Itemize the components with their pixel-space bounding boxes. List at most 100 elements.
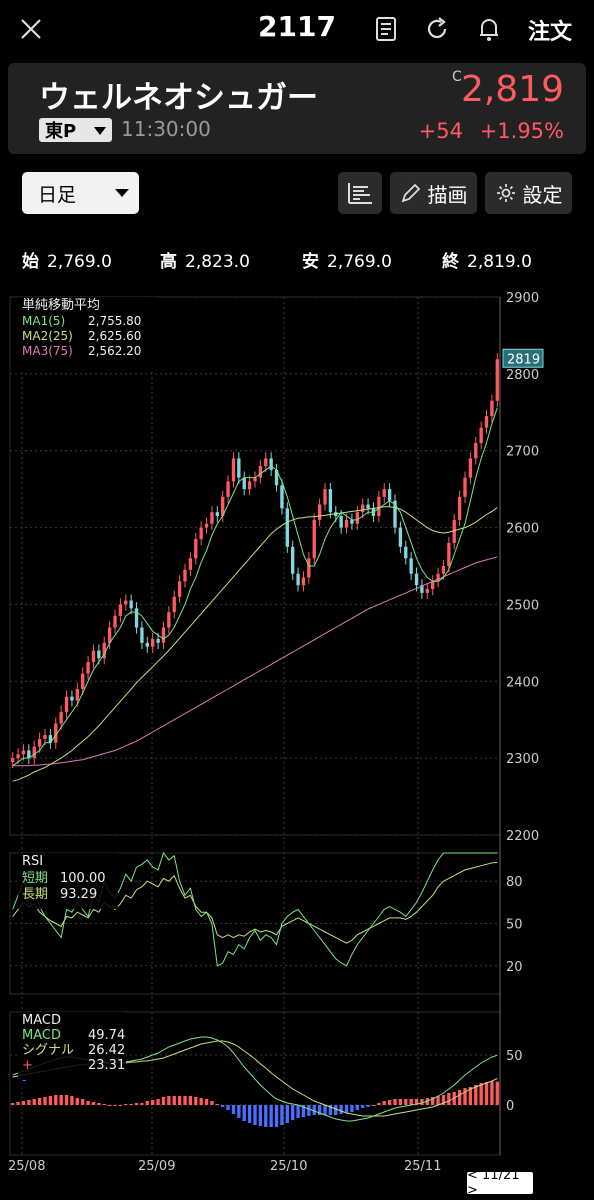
macd-histogram-bar [237,1105,241,1118]
macd-histogram-bar [350,1105,354,1112]
price-axis-label: 2900 [506,291,539,306]
change-percent: +1.95% [479,119,564,143]
price-flag: C [452,69,462,85]
macd-histogram-bar [75,1098,79,1105]
candle-body [86,662,90,674]
macd-histogram-bar [457,1090,462,1105]
macd-line [12,1036,498,1122]
ohlc-low: 安 2,769.0 [302,247,392,272]
macd-histogram-bar [479,1083,483,1105]
macd-histogram-bar [274,1105,279,1127]
market-selector[interactable]: 東P [39,118,112,142]
candle-body [328,489,333,513]
ohlc-close: 終 2,819.0 [442,247,532,272]
macd-axis-label: 0 [506,1099,514,1114]
macd-histogram-bar [134,1103,139,1105]
macd-histogram-bar [242,1105,246,1121]
ma-legend-value: 2,562.20 [88,344,141,358]
macd-histogram-bar [425,1098,429,1105]
macd-histogram-bar [81,1099,85,1105]
draw-button[interactable]: 描画 [390,172,477,214]
macd-histogram-bar [484,1082,489,1105]
refresh-icon[interactable] [422,14,452,44]
period-selector[interactable]: 日足 [22,172,139,214]
candle-body [393,500,397,528]
price-axis-label: 2400 [506,675,539,690]
price-axis-label: 2600 [506,522,539,537]
market-label: 東P [45,121,77,142]
macd-histogram-bar [210,1101,214,1105]
panel-frame [9,1011,501,1156]
macd-histogram-bar [199,1098,203,1105]
candle-body [140,627,144,643]
price-axis-label: 2500 [506,598,539,613]
macd-legend-label: - [22,1073,27,1088]
candle-body [479,427,483,444]
x-axis-label: 25/09 [138,1159,175,1174]
document-icon[interactable] [371,14,401,44]
candle-body [172,596,176,613]
candle-body [210,512,214,524]
candle-body [64,696,69,713]
candle-body [355,512,359,524]
macd-histogram-bar [447,1093,451,1105]
candle-body [247,481,252,490]
date-pager[interactable]: < 11/21 > [467,1168,533,1198]
macd-histogram-bar [21,1101,26,1105]
candle-body [21,750,26,755]
candle-body [59,712,63,724]
x-axis-label: 25/08 [8,1159,45,1174]
macd-histogram-bar [177,1096,182,1105]
panel-frame [9,852,501,995]
macd-histogram-bar [312,1105,316,1115]
candle-body [177,581,182,597]
candle-body [91,650,96,663]
candle-body [70,696,74,701]
macd-histogram-bar [140,1103,144,1105]
settings-button[interactable]: 設定 [485,172,572,214]
price-axis-label: 2800 [506,368,539,383]
macd-histogram-bar [27,1100,31,1105]
rsi-axis-label: 20 [506,960,523,975]
close-icon[interactable] [16,14,46,44]
candle-body [37,738,42,747]
macd-legend-title: MACD [22,1013,61,1028]
chevron-down-icon [94,127,106,135]
panel-frame [9,296,501,836]
macd-histogram-bar [387,1100,392,1105]
macd-histogram-bar [291,1105,295,1120]
rsi-legend-value: 100.00 [60,871,106,886]
candle-body [134,608,139,628]
macd-histogram-bar [231,1105,236,1114]
candle-body [156,639,160,643]
candle-body [242,477,246,490]
macd-histogram-bar [215,1104,219,1105]
ohlc-high: 高 2,823.0 [160,247,250,272]
candle-body [215,512,219,517]
macd-histogram-bar [129,1104,133,1105]
macd-histogram-bar [409,1099,413,1105]
candle-body [474,443,478,459]
bell-icon[interactable] [474,14,504,44]
candle-body [231,458,236,482]
candle-body [280,485,284,509]
ma-legend-label: MA3(75) [22,344,73,358]
indicator-list-button[interactable] [338,172,382,214]
rsi-axis-label: 80 [506,875,523,890]
macd-histogram-bar [221,1105,225,1107]
macd-legend-label: + [22,1058,33,1073]
candle-body [264,458,268,467]
chevron-down-icon [115,189,129,197]
macd-histogram-bar [468,1087,473,1105]
macd-histogram-bar [366,1105,370,1107]
order-button[interactable]: 注文 [527,20,572,45]
x-axis-label: 25/11 [404,1159,441,1174]
macd-histogram-bar [253,1105,257,1125]
candle-body [463,477,467,497]
change-value: +54 [418,119,463,143]
candle-body [366,504,370,509]
candle-body [54,723,58,743]
candle-body [199,527,203,540]
gear-icon [496,184,515,202]
candle-body [350,519,354,524]
